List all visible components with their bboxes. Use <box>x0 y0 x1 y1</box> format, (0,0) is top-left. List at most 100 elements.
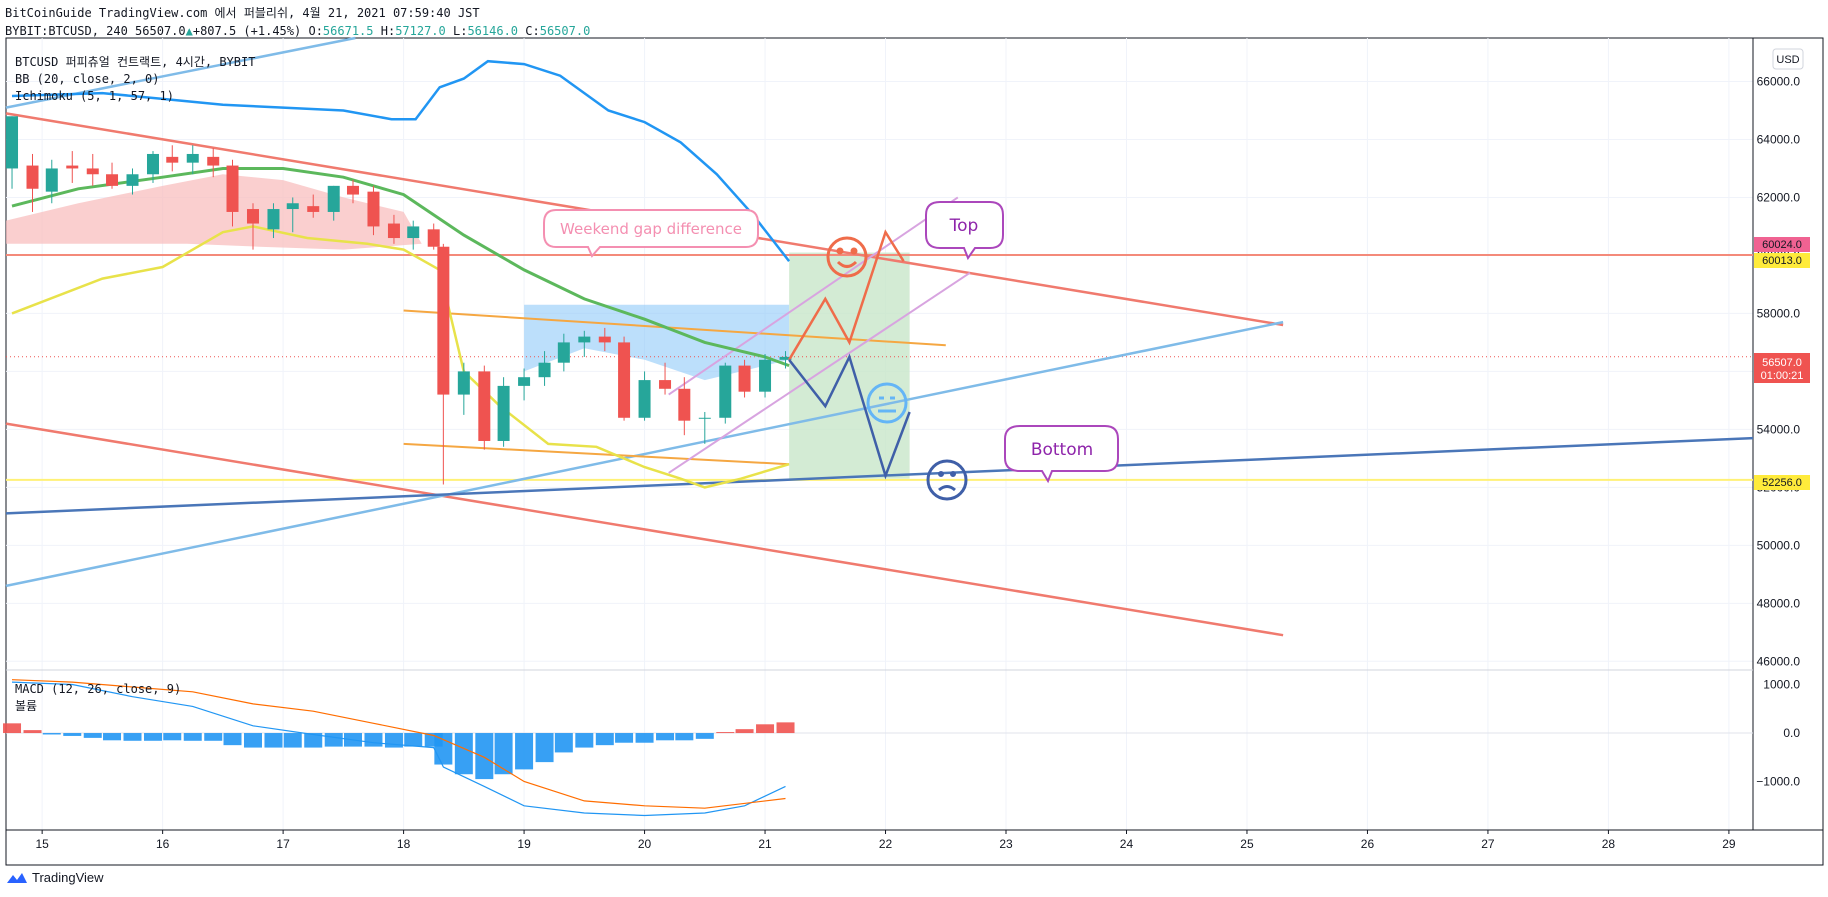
candle-body <box>578 336 591 343</box>
candle-body <box>478 371 491 441</box>
price-label-60024: 60024.0 <box>1754 237 1810 252</box>
price-tick-label: 66000.0 <box>1757 74 1801 88</box>
legend-volume: 볼륨 <box>15 699 37 713</box>
candles <box>6 116 792 485</box>
price-chart[interactable]: 66000.064000.062000.060000.058000.056000… <box>0 0 1828 870</box>
macd-histogram-bar <box>554 733 573 753</box>
bb-basis-line <box>11 225 790 489</box>
macd-histogram-bar <box>575 733 594 748</box>
macd-histogram-bar <box>494 733 513 775</box>
price-tick-label: 48000.0 <box>1757 596 1801 610</box>
candle-body <box>186 153 199 163</box>
price-label-52256-text: 52256.0 <box>1762 477 1802 489</box>
macd-histogram-bar <box>776 722 795 734</box>
candle-body <box>146 153 159 175</box>
neutral-face-icon <box>866 382 908 424</box>
macd-histogram-bar <box>283 733 302 748</box>
weekend-gap-label: Weekend gap difference <box>560 220 742 238</box>
support-trendline <box>5 436 1754 515</box>
macd-histogram-bar <box>63 733 82 736</box>
time-tick-label: 28 <box>1602 837 1616 851</box>
high-label: H: <box>380 24 396 38</box>
macd-histogram-bar <box>123 733 142 741</box>
price-label-60024-text: 60024.0 <box>1762 239 1802 251</box>
candle-body <box>518 377 531 386</box>
candle-body <box>327 185 340 212</box>
low-value: 56146.0 <box>467 24 519 38</box>
candle-body <box>618 342 631 418</box>
time-tick-label: 19 <box>517 837 531 851</box>
orange-channel-upper <box>403 309 946 347</box>
candle-body <box>307 206 320 212</box>
macd-histogram-bar <box>204 733 223 741</box>
legend-macd: MACD (12, 26, close, 9) <box>15 682 181 696</box>
publish-info: BitCoinGuide TradingView.com 에서 퍼블리쉬, 4월… <box>5 6 480 20</box>
weekend-gap-callout: Weekend gap difference <box>543 209 759 258</box>
candle-body <box>126 174 139 186</box>
macd-histogram-bar <box>434 733 453 765</box>
candle-body <box>267 209 280 230</box>
time-tick-label: 29 <box>1722 837 1736 851</box>
candle-body <box>638 380 651 418</box>
macd-histogram-bar <box>3 723 22 734</box>
time-tick-label: 15 <box>35 837 49 851</box>
macd-histogram-bar <box>143 733 162 741</box>
candle-body <box>557 342 570 363</box>
downtrend-lower-line <box>5 422 1284 637</box>
bottom-label: Bottom <box>1031 440 1093 460</box>
time-tick-label: 20 <box>638 837 652 851</box>
candle-body <box>738 365 751 392</box>
time-tick-label: 17 <box>276 837 290 851</box>
candle-body <box>698 417 711 419</box>
price-tick-label: 50000.0 <box>1757 538 1801 552</box>
projection-box <box>789 252 910 479</box>
candle-body <box>26 165 39 189</box>
time-tick-label: 16 <box>156 837 170 851</box>
macd-tick-label: 0.0 <box>1783 726 1800 740</box>
macd-tick-label: −1000.0 <box>1756 775 1800 789</box>
candle-body <box>497 385 510 441</box>
tradingview-logo-icon <box>7 872 27 883</box>
macd-histogram-bar <box>635 733 654 743</box>
candle-body <box>678 388 691 421</box>
candle-body <box>457 371 470 395</box>
macd-histogram-bar <box>695 733 714 739</box>
candle-body <box>166 156 179 163</box>
price-axis: 66000.064000.062000.060000.058000.056000… <box>1756 74 1800 788</box>
open-value: 56671.5 <box>322 24 374 38</box>
legend-ichimoku: Ichimoku (5, 1, 57, 1) <box>15 89 174 103</box>
low-label: L: <box>453 24 468 38</box>
tradingview-logo[interactable]: TradingView <box>6 870 104 885</box>
macd-pane <box>3 679 1753 817</box>
price-label-60013-text: 60013.0 <box>1762 255 1802 267</box>
upper-channel-line <box>5 36 356 109</box>
candle-body <box>286 203 299 210</box>
time-tick-label: 24 <box>1120 837 1134 851</box>
macd-signal-line <box>11 679 786 809</box>
sad-face-icon <box>926 459 968 501</box>
macd-histogram-bar <box>735 729 754 734</box>
open-label: O: <box>308 24 323 38</box>
top-label: Top <box>949 216 979 236</box>
time-tick-label: 21 <box>758 837 772 851</box>
candle-body <box>437 246 450 395</box>
currency-button[interactable]: USD <box>1776 54 1799 66</box>
macd-histogram-bar <box>615 733 634 743</box>
macd-tick-label: 1000.0 <box>1763 678 1800 692</box>
time-tick-label: 26 <box>1361 837 1375 851</box>
price-tick-label: 46000.0 <box>1757 654 1801 668</box>
purple-channel-upper <box>668 196 959 396</box>
candle-body <box>427 229 440 247</box>
macd-histogram-bar <box>264 733 283 748</box>
price-label-52256: 52256.0 <box>1754 475 1810 490</box>
time-tick-label: 22 <box>879 837 893 851</box>
candle-body <box>86 168 99 175</box>
macd-histogram-bar <box>515 733 534 770</box>
candle-body <box>106 174 119 186</box>
macd-histogram-bar <box>475 733 494 780</box>
candle-body <box>407 226 420 239</box>
candle-body <box>226 165 239 212</box>
candle-body <box>719 365 732 418</box>
currency-button-box[interactable] <box>1772 48 1804 70</box>
macd-histogram-bar <box>324 733 343 747</box>
